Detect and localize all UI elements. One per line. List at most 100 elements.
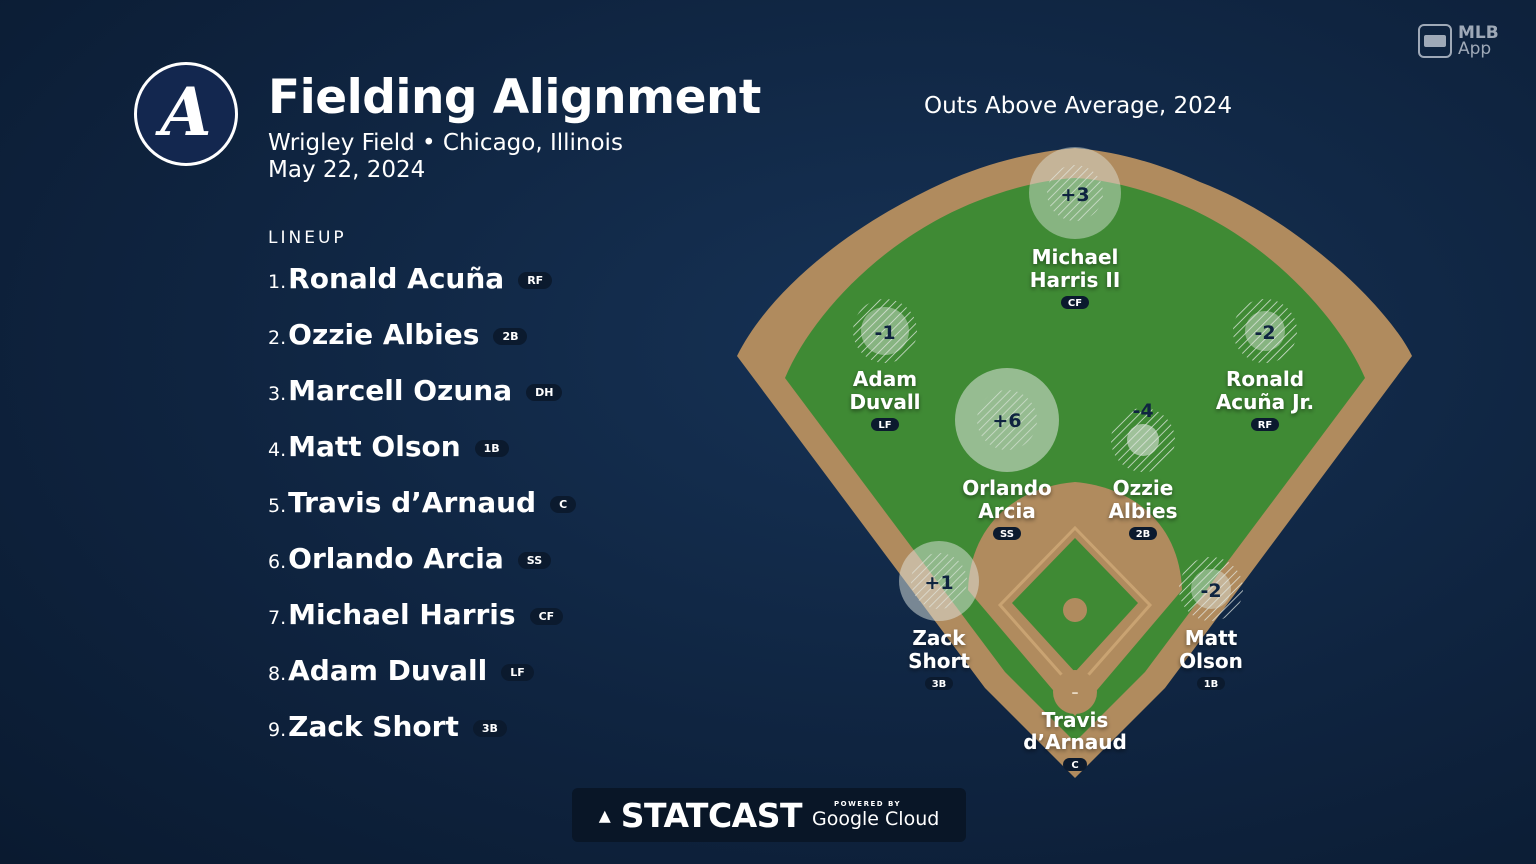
position-badge: 1B bbox=[474, 440, 509, 457]
base-paths bbox=[997, 525, 1153, 693]
position-badge: 2B bbox=[493, 328, 528, 345]
lineup-number: 9. bbox=[268, 719, 287, 741]
fielder-marker-3b bbox=[899, 541, 979, 621]
lineup-player-name: Michael Harris bbox=[288, 598, 516, 631]
svg-text:1B: 1B bbox=[1204, 679, 1219, 690]
fielder-name-line2: Short bbox=[908, 649, 970, 673]
svg-text:LF: LF bbox=[878, 420, 891, 431]
position-pill-1b: 1B bbox=[1197, 677, 1225, 690]
svg-text:RF: RF bbox=[1258, 420, 1273, 431]
oaa-value-rf: -2 bbox=[1254, 322, 1275, 344]
lineup-row: 6. Orlando Arcia SS bbox=[268, 542, 552, 575]
mlb-app-logo: MLB App bbox=[1418, 24, 1499, 58]
fielder-name-line2: Duvall bbox=[849, 390, 920, 414]
lineup-player-name: Travis d’Arnaud bbox=[288, 486, 537, 519]
lineup-number: 8. bbox=[268, 663, 287, 685]
position-badge: SS bbox=[517, 552, 552, 569]
position-pill-ss: SS bbox=[993, 527, 1021, 540]
mlb-icon bbox=[1418, 24, 1452, 58]
fielder-marker-lf bbox=[853, 299, 917, 363]
oaa-value-3b: +1 bbox=[924, 572, 953, 594]
lineup-row: 7. Michael Harris CF bbox=[268, 598, 564, 631]
fielder-name-line1: Adam bbox=[853, 367, 917, 391]
position-pill-3b: 3B bbox=[925, 677, 953, 690]
oaa-value-cf: +3 bbox=[1060, 184, 1089, 206]
position-pill-cf: CF bbox=[1061, 296, 1089, 309]
fielder-name-line2: Arcia bbox=[978, 499, 1036, 523]
lineup-number: 5. bbox=[268, 495, 287, 517]
lineup-heading: LINEUP bbox=[268, 228, 347, 248]
lineup-player-name: Ozzie Albies bbox=[288, 318, 480, 351]
fielder-marker-rf bbox=[1233, 299, 1297, 363]
oaa-value-ss: +6 bbox=[992, 410, 1021, 432]
team-logo-letter: A bbox=[160, 73, 212, 151]
fielder-marker-1b bbox=[1179, 557, 1243, 621]
outfield-grass bbox=[785, 178, 1365, 742]
lineup-player-name: Matt Olson bbox=[288, 430, 461, 463]
fielder-name-line2: Acuña Jr. bbox=[1216, 390, 1314, 414]
lineup-player-name: Ronald Acuña bbox=[288, 262, 505, 295]
fielder-name-line2: Harris II bbox=[1030, 268, 1121, 292]
svg-text:2B: 2B bbox=[1136, 529, 1151, 540]
fielder-markers bbox=[853, 147, 1297, 621]
lineup-row: 9. Zack Short 3B bbox=[268, 710, 507, 743]
fielder-name-line1: Travis bbox=[1042, 708, 1109, 732]
lineup-number: 3. bbox=[268, 383, 287, 405]
fielder-name-line1: Ozzie bbox=[1113, 476, 1174, 500]
fielder-marker-ss bbox=[955, 368, 1059, 472]
statcast-wordmark: STATCAST bbox=[620, 795, 803, 835]
field-title: Outs Above Average, 2024 bbox=[924, 93, 1233, 119]
fielder-name-line2: Albies bbox=[1109, 499, 1178, 523]
page-title: Fielding Alignment bbox=[268, 70, 761, 125]
mlb-batter-icon: ▴ bbox=[598, 801, 611, 829]
position-badge: C bbox=[550, 496, 577, 513]
svg-text:SS: SS bbox=[1000, 529, 1014, 540]
mlb-app-line1: MLB bbox=[1458, 23, 1499, 43]
fielder-name-line2: d’Arnaud bbox=[1023, 730, 1127, 754]
fielder-marker-cf bbox=[1029, 147, 1121, 239]
mlb-app-line2: App bbox=[1458, 39, 1492, 59]
svg-text:C: C bbox=[1071, 760, 1078, 771]
position-pill-c: C bbox=[1063, 758, 1087, 771]
lineup-row: 5. Travis d’Arnaud C bbox=[268, 486, 577, 519]
game-date: May 22, 2024 bbox=[268, 157, 426, 183]
lineup-player-name: Adam Duvall bbox=[288, 654, 488, 687]
fielder-name-line1: Zack bbox=[912, 626, 966, 650]
position-badge: CF bbox=[529, 608, 564, 625]
lineup-row: 3. Marcell Ozuna DH bbox=[268, 374, 563, 407]
fielder-marker-2b bbox=[1111, 408, 1175, 472]
position-badge: 3B bbox=[472, 720, 507, 737]
lineup-row: 2. Ozzie Albies 2B bbox=[268, 318, 528, 351]
position-badge: DH bbox=[526, 384, 563, 401]
position-pill-lf: LF bbox=[871, 418, 899, 431]
oaa-value-1b: -2 bbox=[1200, 580, 1221, 602]
svg-text:CF: CF bbox=[1068, 298, 1082, 309]
venue-text: Wrigley Field • Chicago, Illinois bbox=[268, 130, 623, 156]
lineup-player-name: Zack Short bbox=[288, 710, 459, 743]
lineup-number: 4. bbox=[268, 439, 287, 461]
braves-logo: A bbox=[134, 62, 238, 166]
lineup-number: 2. bbox=[268, 327, 287, 349]
fielder-name-line1: Michael bbox=[1032, 245, 1119, 269]
lineup-number: 7. bbox=[268, 607, 287, 629]
lineup-player-name: Orlando Arcia bbox=[288, 542, 504, 575]
lineup-number: 6. bbox=[268, 551, 287, 573]
position-pill-rf: RF bbox=[1251, 418, 1279, 431]
position-badge: LF bbox=[501, 664, 534, 681]
fielder-name-line1: Matt bbox=[1185, 626, 1238, 650]
fielder-name-line2: Olson bbox=[1179, 649, 1243, 673]
home-plate-circle bbox=[1053, 670, 1097, 714]
lineup-player-name: Marcell Ozuna bbox=[288, 374, 513, 407]
powered-by-text: POWERED BY bbox=[833, 800, 902, 808]
google-cloud-text: Google Cloud bbox=[811, 808, 940, 830]
svg-text:3B: 3B bbox=[932, 679, 947, 690]
fielder-name-line1: Orlando bbox=[962, 476, 1052, 500]
oaa-value-lf: -1 bbox=[874, 322, 895, 344]
oaa-value-c: – bbox=[1072, 685, 1079, 701]
pitchers-mound bbox=[1063, 598, 1087, 622]
lineup-row: 8. Adam Duvall LF bbox=[268, 654, 534, 687]
position-pill-2b: 2B bbox=[1129, 527, 1157, 540]
statcast-banner: ▴ STATCAST POWERED BY Google Cloud bbox=[572, 788, 966, 842]
lineup-number: 1. bbox=[268, 271, 287, 293]
